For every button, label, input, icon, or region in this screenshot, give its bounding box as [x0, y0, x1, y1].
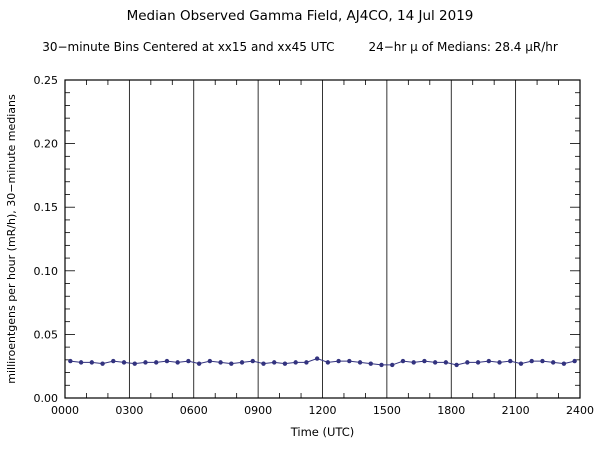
- y-axis-title: milliroentgens per hour (mR/h), 30−minut…: [5, 94, 18, 384]
- svg-text:0000: 0000: [51, 404, 79, 417]
- svg-text:0900: 0900: [244, 404, 272, 417]
- chart-subtitle-row: 30−minute Bins Centered at xx15 and xx45…: [0, 40, 600, 54]
- svg-text:2100: 2100: [502, 404, 530, 417]
- svg-text:2400: 2400: [566, 404, 594, 417]
- gridlines: [128, 80, 517, 398]
- subtitle-bins-label: 30−minute Bins Centered at xx15 and xx45…: [42, 40, 335, 54]
- subtitle-mean-label: 24−hr μ of Medians: 28.4 μR/hr: [368, 40, 558, 54]
- svg-text:1800: 1800: [437, 404, 465, 417]
- gamma-median-line-plot: 0000 0300 0600 0900 1200 1500 1800 2100 2400 0.00…: [5, 74, 594, 439]
- x-tick-labels: 0000 0300 0600 0900 1200 1500 1800 2100 2400: [51, 404, 594, 417]
- plot-border: [64, 79, 581, 399]
- y-tick-labels: 0.00 0.05 0.10 0.15 0.20 0.25: [34, 74, 59, 405]
- svg-text:0.05: 0.05: [34, 328, 59, 341]
- svg-text:0300: 0300: [115, 404, 143, 417]
- svg-text:1500: 1500: [373, 404, 401, 417]
- axis-ticks: [65, 79, 580, 399]
- svg-text:0.10: 0.10: [34, 265, 59, 278]
- svg-text:0.20: 0.20: [34, 138, 59, 151]
- svg-text:0.25: 0.25: [34, 74, 59, 87]
- svg-text:1200: 1200: [309, 404, 337, 417]
- chart-canvas: 0000 0300 0600 0900 1200 1500 1800 2100 2400 0.00…: [5, 74, 594, 439]
- x-axis-title: Time (UTC): [290, 425, 355, 439]
- svg-text:0600: 0600: [180, 404, 208, 417]
- svg-text:0.00: 0.00: [34, 392, 59, 405]
- data-points: [68, 356, 577, 368]
- svg-text:0.15: 0.15: [34, 201, 59, 214]
- chart-title: Median Observed Gamma Field, AJ4CO, 14 J…: [126, 8, 474, 24]
